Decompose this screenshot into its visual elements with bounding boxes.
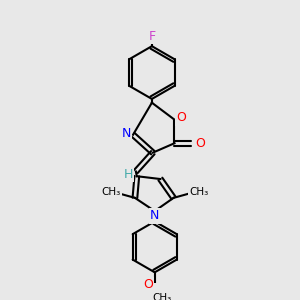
Text: CH₃: CH₃ [189, 187, 208, 197]
Text: N: N [150, 209, 159, 222]
Text: O: O [176, 111, 186, 124]
Text: CH₃: CH₃ [153, 293, 172, 300]
Text: O: O [195, 137, 205, 150]
Text: H: H [124, 168, 133, 181]
Text: F: F [148, 30, 155, 43]
Text: CH₃: CH₃ [102, 187, 121, 197]
Text: O: O [143, 278, 153, 291]
Text: N: N [122, 127, 131, 140]
